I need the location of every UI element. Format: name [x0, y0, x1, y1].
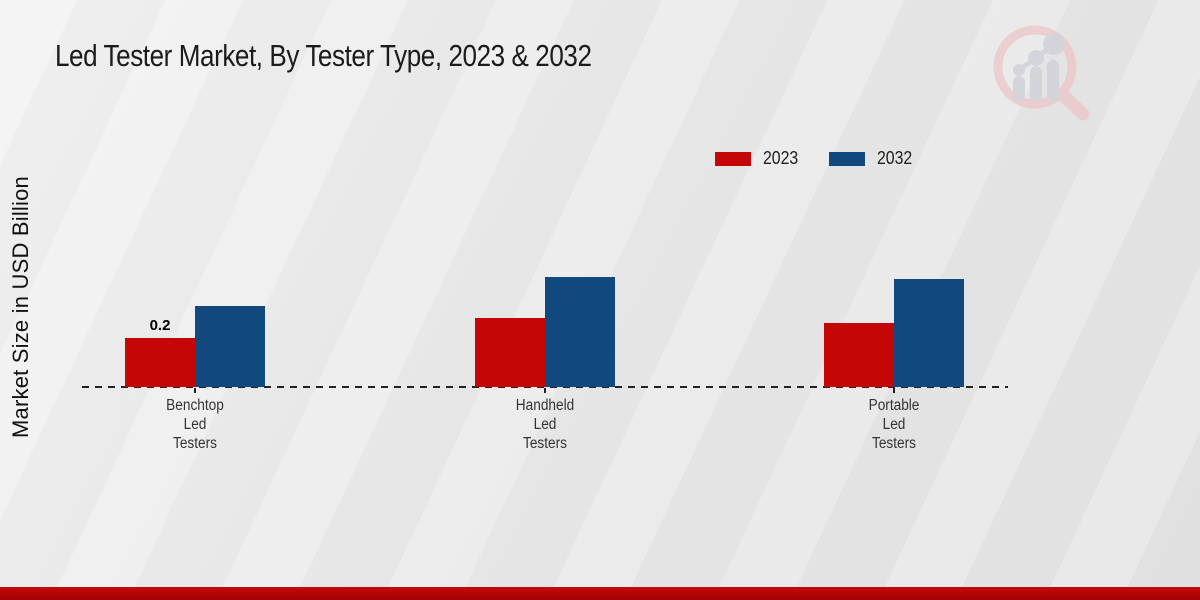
bar-2023-handheld-led-testers: [475, 318, 545, 387]
bar-2023-benchtop-led-testers: [125, 338, 195, 387]
legend-swatch-2032-icon: [829, 151, 866, 166]
legend-label-2032: 2032: [877, 148, 913, 168]
bar-2032-handheld-led-testers: [545, 277, 615, 387]
legend-item-2023: 2023: [715, 148, 803, 169]
x-axis-tick: [194, 388, 196, 393]
legend-label-2023: 2023: [763, 148, 799, 168]
x-axis-tick: [544, 388, 546, 393]
legend: 2023 2032: [715, 148, 917, 169]
category-label-portable-led-testers: Portable Led Testers: [868, 397, 920, 452]
category-label-handheld-led-testers: Handheld Led Testers: [515, 397, 575, 452]
category-label-benchtop-led-testers: Benchtop Led Testers: [166, 397, 224, 452]
bar-value-label: 0.2: [149, 317, 171, 334]
legend-swatch-2023-icon: [715, 151, 751, 166]
bottom-red-banner: [0, 587, 1200, 600]
bar-2032-portable-led-testers: [894, 279, 964, 387]
legend-item-2032: 2032: [829, 148, 917, 169]
bar-2023-portable-led-testers: [824, 323, 894, 387]
magnifier-growth-chart-logo-icon: [993, 25, 1090, 121]
x-axis-tick: [893, 388, 895, 393]
chart-title: Led Tester Market, By Tester Type, 2023 …: [55, 38, 592, 73]
bar-2032-benchtop-led-testers: [195, 306, 265, 387]
x-axis-dashed-baseline: [82, 386, 1008, 388]
